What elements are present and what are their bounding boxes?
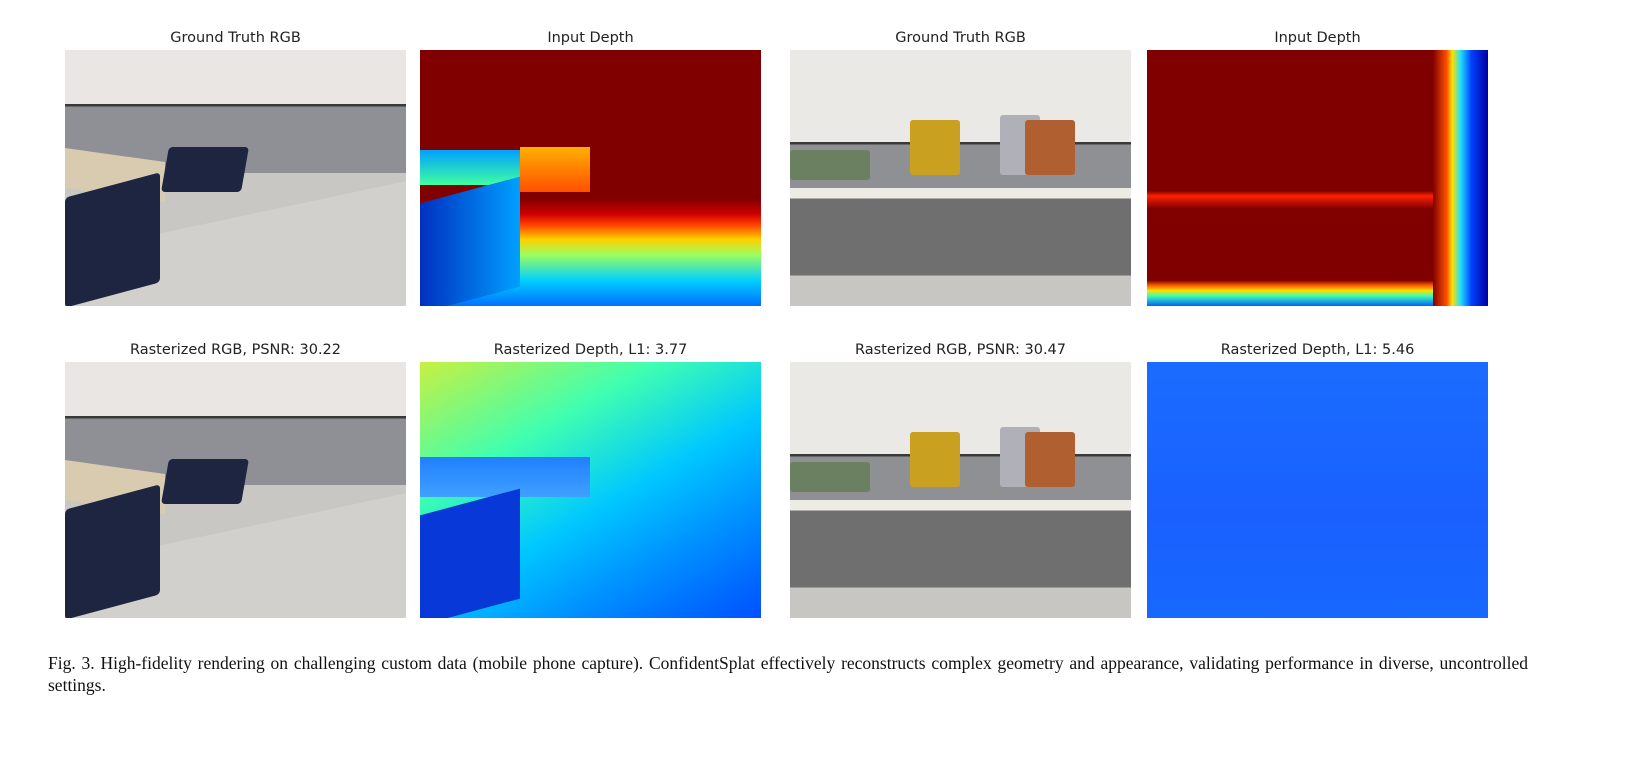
ground-truth-rgb-image-right [790, 50, 1131, 306]
panel-title: Ground Truth RGB [895, 30, 1026, 46]
panel-title: Rasterized RGB, PSNR: 30.22 [129, 342, 342, 358]
input-depth-image-right [1147, 50, 1488, 306]
panel-title: Rasterized Depth, L1: 3.77 [493, 342, 688, 358]
rasterized-depth-image-left [420, 362, 761, 618]
ground-truth-rgb-image-left [65, 50, 406, 306]
panel-title: Ground Truth RGB [170, 30, 301, 46]
panel-title: Rasterized Depth, L1: 5.46 [1220, 342, 1415, 358]
rasterized-rgb-image-right [790, 362, 1131, 618]
panel-title: Rasterized RGB, PSNR: 30.47 [854, 342, 1067, 358]
figure-caption: Fig. 3. High-fidelity rendering on chall… [48, 653, 1528, 695]
rasterized-rgb-image-left [65, 362, 406, 618]
rasterized-depth-image-right [1147, 362, 1488, 618]
input-depth-image-left [420, 50, 761, 306]
panel-title: Input Depth [547, 30, 634, 46]
panel-title: Input Depth [1274, 30, 1361, 46]
